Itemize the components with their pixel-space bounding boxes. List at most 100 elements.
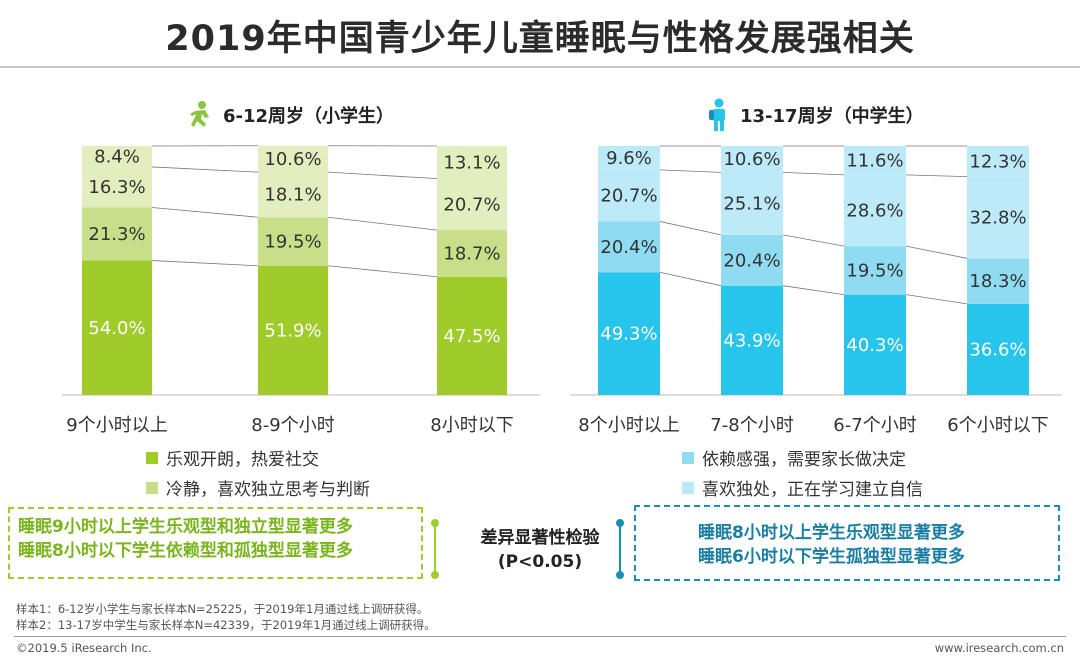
segment-connector-line bbox=[151, 207, 259, 218]
bar-segment bbox=[437, 230, 507, 277]
bar-value-label: 20.7% bbox=[443, 194, 500, 215]
legend-label: 冷静，喜欢独立思考与判断 bbox=[166, 480, 370, 500]
bar-segment bbox=[258, 217, 328, 266]
left-conclusion-box: 睡眠9小时以上学生乐观型和独立型显著更多 睡眠8小时以下学生依赖型和孤独型显著更… bbox=[8, 507, 423, 579]
segment-connector-line bbox=[782, 171, 845, 176]
right-connector-dot bbox=[616, 519, 624, 527]
bar-segment bbox=[82, 260, 152, 395]
page-title: 2019年中国青少年儿童睡眠与性格发展强相关 bbox=[165, 19, 915, 59]
bar-segment bbox=[598, 221, 660, 273]
segment-connector-line bbox=[659, 221, 722, 236]
segment-connector-line bbox=[905, 245, 968, 259]
right-conclusion-line: 睡眠6小时以下学生孤独型显著更多 bbox=[698, 547, 965, 567]
category-label: 8小时以下 bbox=[430, 415, 513, 436]
bar-value-label: 25.1% bbox=[723, 194, 780, 215]
bar-segment bbox=[437, 276, 507, 395]
bar-value-label: 47.5% bbox=[443, 326, 500, 347]
bar-segment bbox=[967, 303, 1029, 395]
left-group-title: 6-12周岁（小学生） bbox=[223, 106, 395, 127]
segment-connector-line bbox=[327, 265, 438, 278]
bar-segment bbox=[258, 265, 328, 395]
bar-value-label: 12.3% bbox=[969, 151, 1026, 172]
bar-value-label: 40.3% bbox=[846, 335, 903, 356]
bar-segment bbox=[844, 174, 906, 247]
left-connector-dot bbox=[431, 519, 439, 527]
left-connector-dot bbox=[431, 571, 439, 579]
legend-label: 喜欢独处，正在学习建立自信 bbox=[702, 480, 923, 500]
right-group-title: 13-17周岁（中学生） bbox=[740, 106, 924, 127]
legend-item-solitary: 喜欢独处，正在学习建立自信 bbox=[682, 475, 923, 500]
right-conclusion-box: 睡眠8小时以上学生乐观型显著更多 睡眠6小时以下学生孤独型显著更多 bbox=[634, 505, 1060, 581]
segment-connector-line bbox=[905, 174, 968, 178]
segment-connector-line bbox=[151, 166, 259, 173]
legend-swatch bbox=[682, 481, 694, 494]
bar-value-label: 19.5% bbox=[264, 231, 321, 252]
bar-value-label: 28.6% bbox=[846, 200, 903, 221]
significance-p-value: (P<0.05) bbox=[497, 552, 583, 572]
footer-divider bbox=[14, 636, 1066, 637]
bar-value-label: 51.9% bbox=[264, 320, 321, 341]
bar-segment bbox=[721, 146, 783, 173]
right-connector-dot bbox=[616, 571, 624, 579]
segment-connector-line bbox=[659, 169, 722, 173]
significance-title: 差异显著性检验 bbox=[480, 528, 600, 548]
bar-value-label: 20.4% bbox=[600, 237, 657, 258]
bar-segment bbox=[258, 172, 328, 218]
segment-connector-line bbox=[327, 216, 438, 231]
bar-value-label: 10.6% bbox=[264, 149, 321, 170]
bar-value-label: 20.7% bbox=[600, 186, 657, 207]
bar-value-label: 13.1% bbox=[443, 152, 500, 173]
running-child-icon bbox=[185, 100, 215, 130]
segment-connector-line bbox=[782, 234, 845, 247]
bar-value-label: 32.8% bbox=[969, 207, 1026, 228]
category-label: 6-7个小时 bbox=[833, 415, 916, 436]
footnote-sample-1: 样本1：6-12岁小学生与家长样本N=25225，于2019年1月通过线上调研获… bbox=[16, 602, 429, 616]
category-label: 8个小时以上 bbox=[578, 415, 679, 436]
segment-connector-line bbox=[151, 260, 259, 267]
bar-segment bbox=[967, 176, 1029, 259]
bar-segment bbox=[82, 166, 152, 208]
right-group-header: 13-17周岁（中学生） bbox=[706, 98, 924, 132]
bar-segment bbox=[844, 294, 906, 395]
legend-item-independent: 冷静，喜欢独立思考与判断 bbox=[146, 475, 370, 500]
bar-segment bbox=[437, 178, 507, 231]
bar-segment bbox=[258, 145, 328, 173]
bar-value-label: 10.6% bbox=[723, 149, 780, 170]
bar-value-label: 8.4% bbox=[94, 146, 140, 167]
bar-value-label: 54.0% bbox=[88, 318, 145, 339]
bar-value-label: 11.6% bbox=[846, 150, 903, 171]
student-backpack-icon bbox=[706, 98, 732, 132]
bar-value-label: 20.4% bbox=[723, 250, 780, 271]
bar-value-label: 16.3% bbox=[88, 177, 145, 198]
bar-segment bbox=[844, 146, 906, 175]
bar-segment bbox=[721, 172, 783, 235]
category-label: 8-9个小时 bbox=[251, 415, 334, 436]
bar-value-label: 9.6% bbox=[606, 148, 652, 169]
left-conclusion-line: 睡眠8小时以下学生依赖型和孤独型显著更多 bbox=[18, 541, 353, 561]
legend-label: 乐观开朗，热爱社交 bbox=[166, 450, 319, 470]
category-label: 9个小时以上 bbox=[66, 415, 167, 436]
bar-value-label: 19.5% bbox=[846, 260, 903, 281]
bar-segment bbox=[967, 258, 1029, 304]
bar-segment bbox=[598, 146, 660, 170]
footer-website: www.iresearch.com.cn bbox=[934, 641, 1064, 655]
bar-segment bbox=[82, 207, 152, 261]
significance-connector bbox=[431, 519, 624, 579]
bar-segment bbox=[721, 285, 783, 395]
significance-test-label: 差异显著性检验 (P<0.05) bbox=[445, 526, 635, 574]
legend-swatch bbox=[682, 451, 694, 464]
legend-label: 依赖感强，需要家长做决定 bbox=[702, 450, 906, 470]
legend-item-optimistic: 乐观开朗，热爱社交 bbox=[146, 445, 319, 470]
title-divider bbox=[0, 66, 1080, 68]
segment-connector-line bbox=[782, 285, 845, 296]
bar-segment bbox=[721, 234, 783, 286]
legend-item-dependent: 依赖感强，需要家长做决定 bbox=[682, 445, 906, 470]
bar-value-label: 18.7% bbox=[443, 243, 500, 264]
segment-connector-line bbox=[905, 294, 968, 305]
bar-segment bbox=[967, 146, 1029, 177]
bar-segment bbox=[844, 246, 906, 295]
segment-connector-line bbox=[327, 171, 438, 180]
bar-value-label: 49.3% bbox=[600, 324, 657, 345]
legend-swatch bbox=[146, 451, 158, 464]
